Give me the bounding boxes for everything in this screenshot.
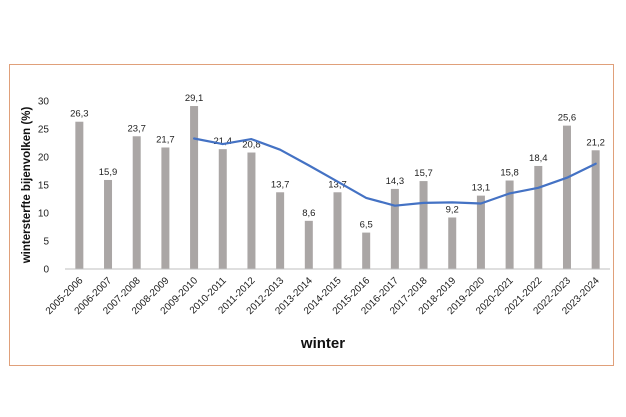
bar [132,136,141,269]
y-tick-label: 30 [38,97,50,108]
chart-frame: 0 5 10 15 20 25 30 26,3 15,9 23,7 21,7 29,1 21,4 20,… [9,64,614,366]
bar [534,165,543,269]
bar [190,106,199,269]
bar [218,149,227,269]
y-axis-tick-labels: 0 5 10 15 20 25 30 [38,97,50,276]
data-label: 25,6 [558,113,577,124]
bar [247,152,256,269]
bar [390,188,399,269]
data-label: 18,4 [529,153,548,164]
bar [476,195,485,269]
bar [104,179,113,269]
bar-chart: 0 5 10 15 20 25 30 26,3 15,9 23,7 21,7 29,1 21,4 20,… [21,93,610,352]
data-label: 13,7 [328,179,347,190]
y-axis-title: wintersterfte bijenvolken (%) [21,107,33,265]
data-label: 6,5 [360,220,373,231]
data-label: 15,7 [414,168,433,179]
data-label: 23,7 [127,123,146,134]
data-label: 29,1 [185,93,204,104]
bar [161,147,170,269]
x-axis-tick-labels: 2005-20062006-20072007-20082008-20092009… [44,275,602,317]
y-tick-label: 25 [38,125,50,136]
data-label: 21,7 [156,134,175,145]
bar [448,217,457,269]
bar [562,125,571,269]
x-axis-title: winter [300,335,345,352]
data-label: 9,2 [446,204,459,215]
y-tick-label: 15 [38,181,50,192]
bar [505,180,514,269]
data-label: 15,9 [99,167,118,178]
data-label: 21,2 [586,137,605,148]
bar [333,192,342,269]
data-label: 26,3 [70,109,89,120]
y-tick-label: 5 [43,237,49,248]
data-label: 20,8 [242,140,261,151]
data-label: 8,6 [302,208,315,219]
bar [75,121,84,269]
data-label: 14,3 [386,176,405,187]
y-tick-label: 10 [38,209,50,220]
data-label: 15,8 [500,168,519,179]
y-tick-label: 0 [43,265,49,276]
bars-group [75,106,600,269]
bar [304,220,313,269]
data-labels-group: 26,3 15,9 23,7 21,7 29,1 21,4 20,8 13,7 8,6 13,7 6… [70,93,605,231]
data-label: 13,1 [472,183,491,194]
data-label: 13,7 [271,179,290,190]
y-tick-label: 20 [38,153,50,164]
trend-line [193,137,597,207]
bar [591,150,600,269]
bar [419,181,428,269]
bar [276,192,285,269]
data-label: 21,4 [214,136,233,147]
bar [362,232,371,269]
